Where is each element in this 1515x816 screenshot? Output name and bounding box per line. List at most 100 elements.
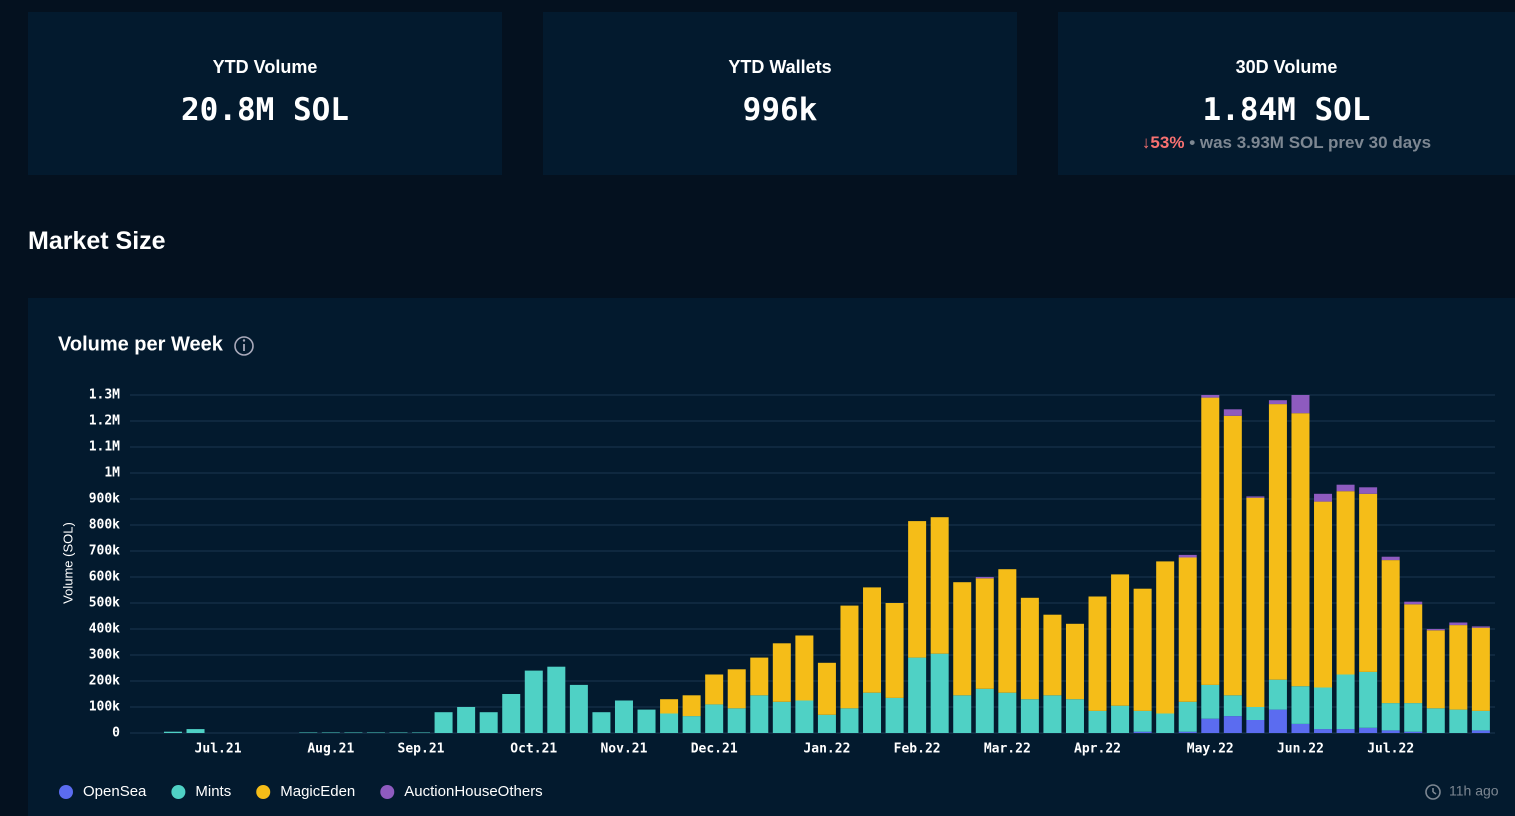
bar-segment: [885, 697, 904, 733]
bar-segment: [366, 732, 385, 733]
y-tick-label: 1M: [104, 466, 120, 481]
bar-segment: [1314, 501, 1333, 688]
bar-segment: [1246, 496, 1265, 498]
bar-segment: [930, 653, 949, 733]
x-tick-label: Jan.22: [803, 742, 850, 757]
y-tick-label: 800k: [89, 518, 120, 533]
y-tick-label: 700k: [89, 544, 120, 559]
bar-segment: [1043, 695, 1062, 733]
bar-segment: [1404, 703, 1423, 732]
change-value: 53%: [1150, 133, 1185, 152]
bar-segment: [1471, 730, 1490, 733]
bar-segment: [1381, 556, 1400, 561]
bar-segment: [614, 700, 633, 733]
x-tick-label: Mar.22: [984, 742, 1031, 757]
bar-segment: [592, 712, 611, 733]
stat-card: 30D Volume 1.84M SOL ↓53% • was 3.93M SO…: [1058, 12, 1515, 175]
bar-segment: [569, 684, 588, 733]
bar-segment: [1178, 554, 1197, 558]
bar-segment: [953, 582, 972, 696]
bar-segment: [1065, 623, 1084, 700]
bar-segment: [637, 709, 656, 733]
card-title: YTD Volume: [212, 57, 318, 77]
bar-segment: [1359, 671, 1378, 728]
bar-segment: [1088, 596, 1107, 711]
section-title: Market Size: [28, 227, 166, 255]
bar-segment: [727, 708, 746, 733]
bar-segment: [975, 688, 994, 733]
bar-segment: [840, 605, 859, 709]
change: ↓53%: [1141, 133, 1185, 152]
legend-label: Mints: [195, 783, 231, 800]
x-tick-label: Aug.21: [307, 742, 354, 757]
legend-swatch: [59, 785, 73, 799]
bar-segment: [908, 657, 927, 733]
bar-segment: [1471, 710, 1490, 731]
bar-segment: [1314, 729, 1333, 733]
bar-segment: [547, 666, 566, 733]
x-tick-label: Nov.21: [600, 742, 647, 757]
bar-segment: [1314, 493, 1333, 502]
bar-segment: [975, 578, 994, 689]
bar-segment: [344, 732, 363, 733]
bar-segment: [795, 635, 814, 701]
bar-segment: [1449, 625, 1468, 710]
bar-segment: [1449, 622, 1468, 626]
bar-segment: [1133, 731, 1152, 733]
legend-label: MagicEden: [280, 783, 355, 800]
bar-segment: [1020, 699, 1039, 733]
card-value: 20.8M SOL: [181, 92, 349, 128]
bar-segment: [1133, 588, 1152, 711]
bar-segment: [1223, 409, 1242, 416]
bar-segment: [930, 517, 949, 654]
bar-segment: [1291, 723, 1310, 733]
bar-segment: [1336, 491, 1355, 675]
bar-segment: [1291, 413, 1310, 687]
bar-segment: [1268, 404, 1287, 680]
bar-segment: [1291, 395, 1310, 414]
bar-segment: [863, 692, 882, 733]
bar-segment: [750, 657, 769, 696]
bar-segment: [998, 692, 1017, 733]
y-tick-label: 100k: [89, 700, 120, 715]
bar-segment: [1246, 497, 1265, 707]
note: • was 3.93M SOL prev 30 days: [1189, 133, 1432, 152]
bar-segment: [1065, 699, 1084, 733]
bar-segment: [299, 732, 318, 733]
bar-segment: [1156, 561, 1175, 714]
bar-segment: [1449, 709, 1468, 733]
bar-segment: [1201, 684, 1220, 719]
bar-segment: [1381, 560, 1400, 704]
bar-segment: [795, 700, 814, 733]
bar-segment: [705, 704, 724, 733]
bar-segment: [682, 716, 701, 733]
y-tick-label: 200k: [89, 674, 120, 689]
bar-segment: [1268, 709, 1287, 733]
bar-segment: [772, 643, 791, 702]
x-tick-label: Feb.22: [894, 742, 941, 757]
bar-segment: [1246, 720, 1265, 733]
bar-segment: [321, 732, 340, 733]
y-tick-label: 500k: [89, 596, 120, 611]
y-tick-label: 1.3M: [89, 388, 120, 403]
bar-segment: [1201, 718, 1220, 733]
bar-segment: [457, 707, 476, 733]
bar-segment: [817, 662, 836, 715]
bar-segment: [1381, 703, 1400, 731]
bar-segment: [1201, 395, 1220, 398]
bar-segment: [908, 521, 927, 658]
info-icon[interactable]: [234, 336, 254, 356]
updated: 11h ago: [1449, 783, 1499, 799]
legend-label: AuctionHouseOthers: [404, 783, 542, 800]
bar-segment: [1359, 493, 1378, 672]
x-tick-label: May.22: [1187, 742, 1234, 757]
legend-label: OpenSea: [83, 783, 147, 800]
bar-segment: [1336, 484, 1355, 492]
y-tick-label: 300k: [89, 648, 120, 663]
y-tick-label: 400k: [89, 622, 120, 637]
bar-segment: [412, 732, 431, 733]
bar-segment: [1223, 415, 1242, 696]
bar-segment: [163, 731, 182, 733]
bar-segment: [1020, 597, 1039, 700]
